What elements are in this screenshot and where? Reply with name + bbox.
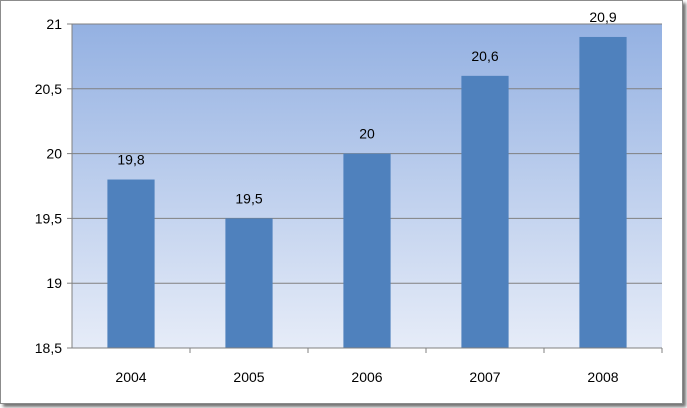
bar — [579, 36, 627, 349]
y-tick-labels: 18,5 19 19,5 20 20,5 21 — [35, 16, 62, 356]
y-tick-label: 18,5 — [35, 340, 62, 356]
x-tick-label: 2007 — [469, 369, 500, 385]
y-tick-label: 20,5 — [35, 81, 62, 97]
y-tick-label: 19,5 — [35, 210, 62, 226]
bar — [343, 153, 391, 348]
x-tick-label: 2008 — [587, 369, 618, 385]
y-tick-label: 19 — [46, 275, 62, 291]
x-tick-label: 2004 — [115, 369, 146, 385]
x-tick-labels: 2004 2005 2006 2007 2008 — [115, 369, 618, 385]
bar — [225, 218, 273, 348]
data-label: 20 — [359, 126, 375, 142]
y-tick-label: 20 — [46, 146, 62, 162]
x-tick-label: 2005 — [233, 369, 264, 385]
bar — [461, 75, 509, 348]
data-label: 19,5 — [235, 190, 262, 206]
data-label: 19,8 — [117, 152, 144, 168]
data-label: 20,9 — [589, 9, 616, 25]
bar — [107, 179, 155, 348]
data-labels: 19,8 19,5 20 20,6 20,9 — [117, 9, 616, 206]
y-tick-label: 21 — [46, 16, 62, 32]
data-label: 20,6 — [471, 48, 498, 64]
axes — [71, 24, 662, 349]
x-tick-label: 2006 — [351, 369, 382, 385]
bars — [107, 36, 627, 349]
